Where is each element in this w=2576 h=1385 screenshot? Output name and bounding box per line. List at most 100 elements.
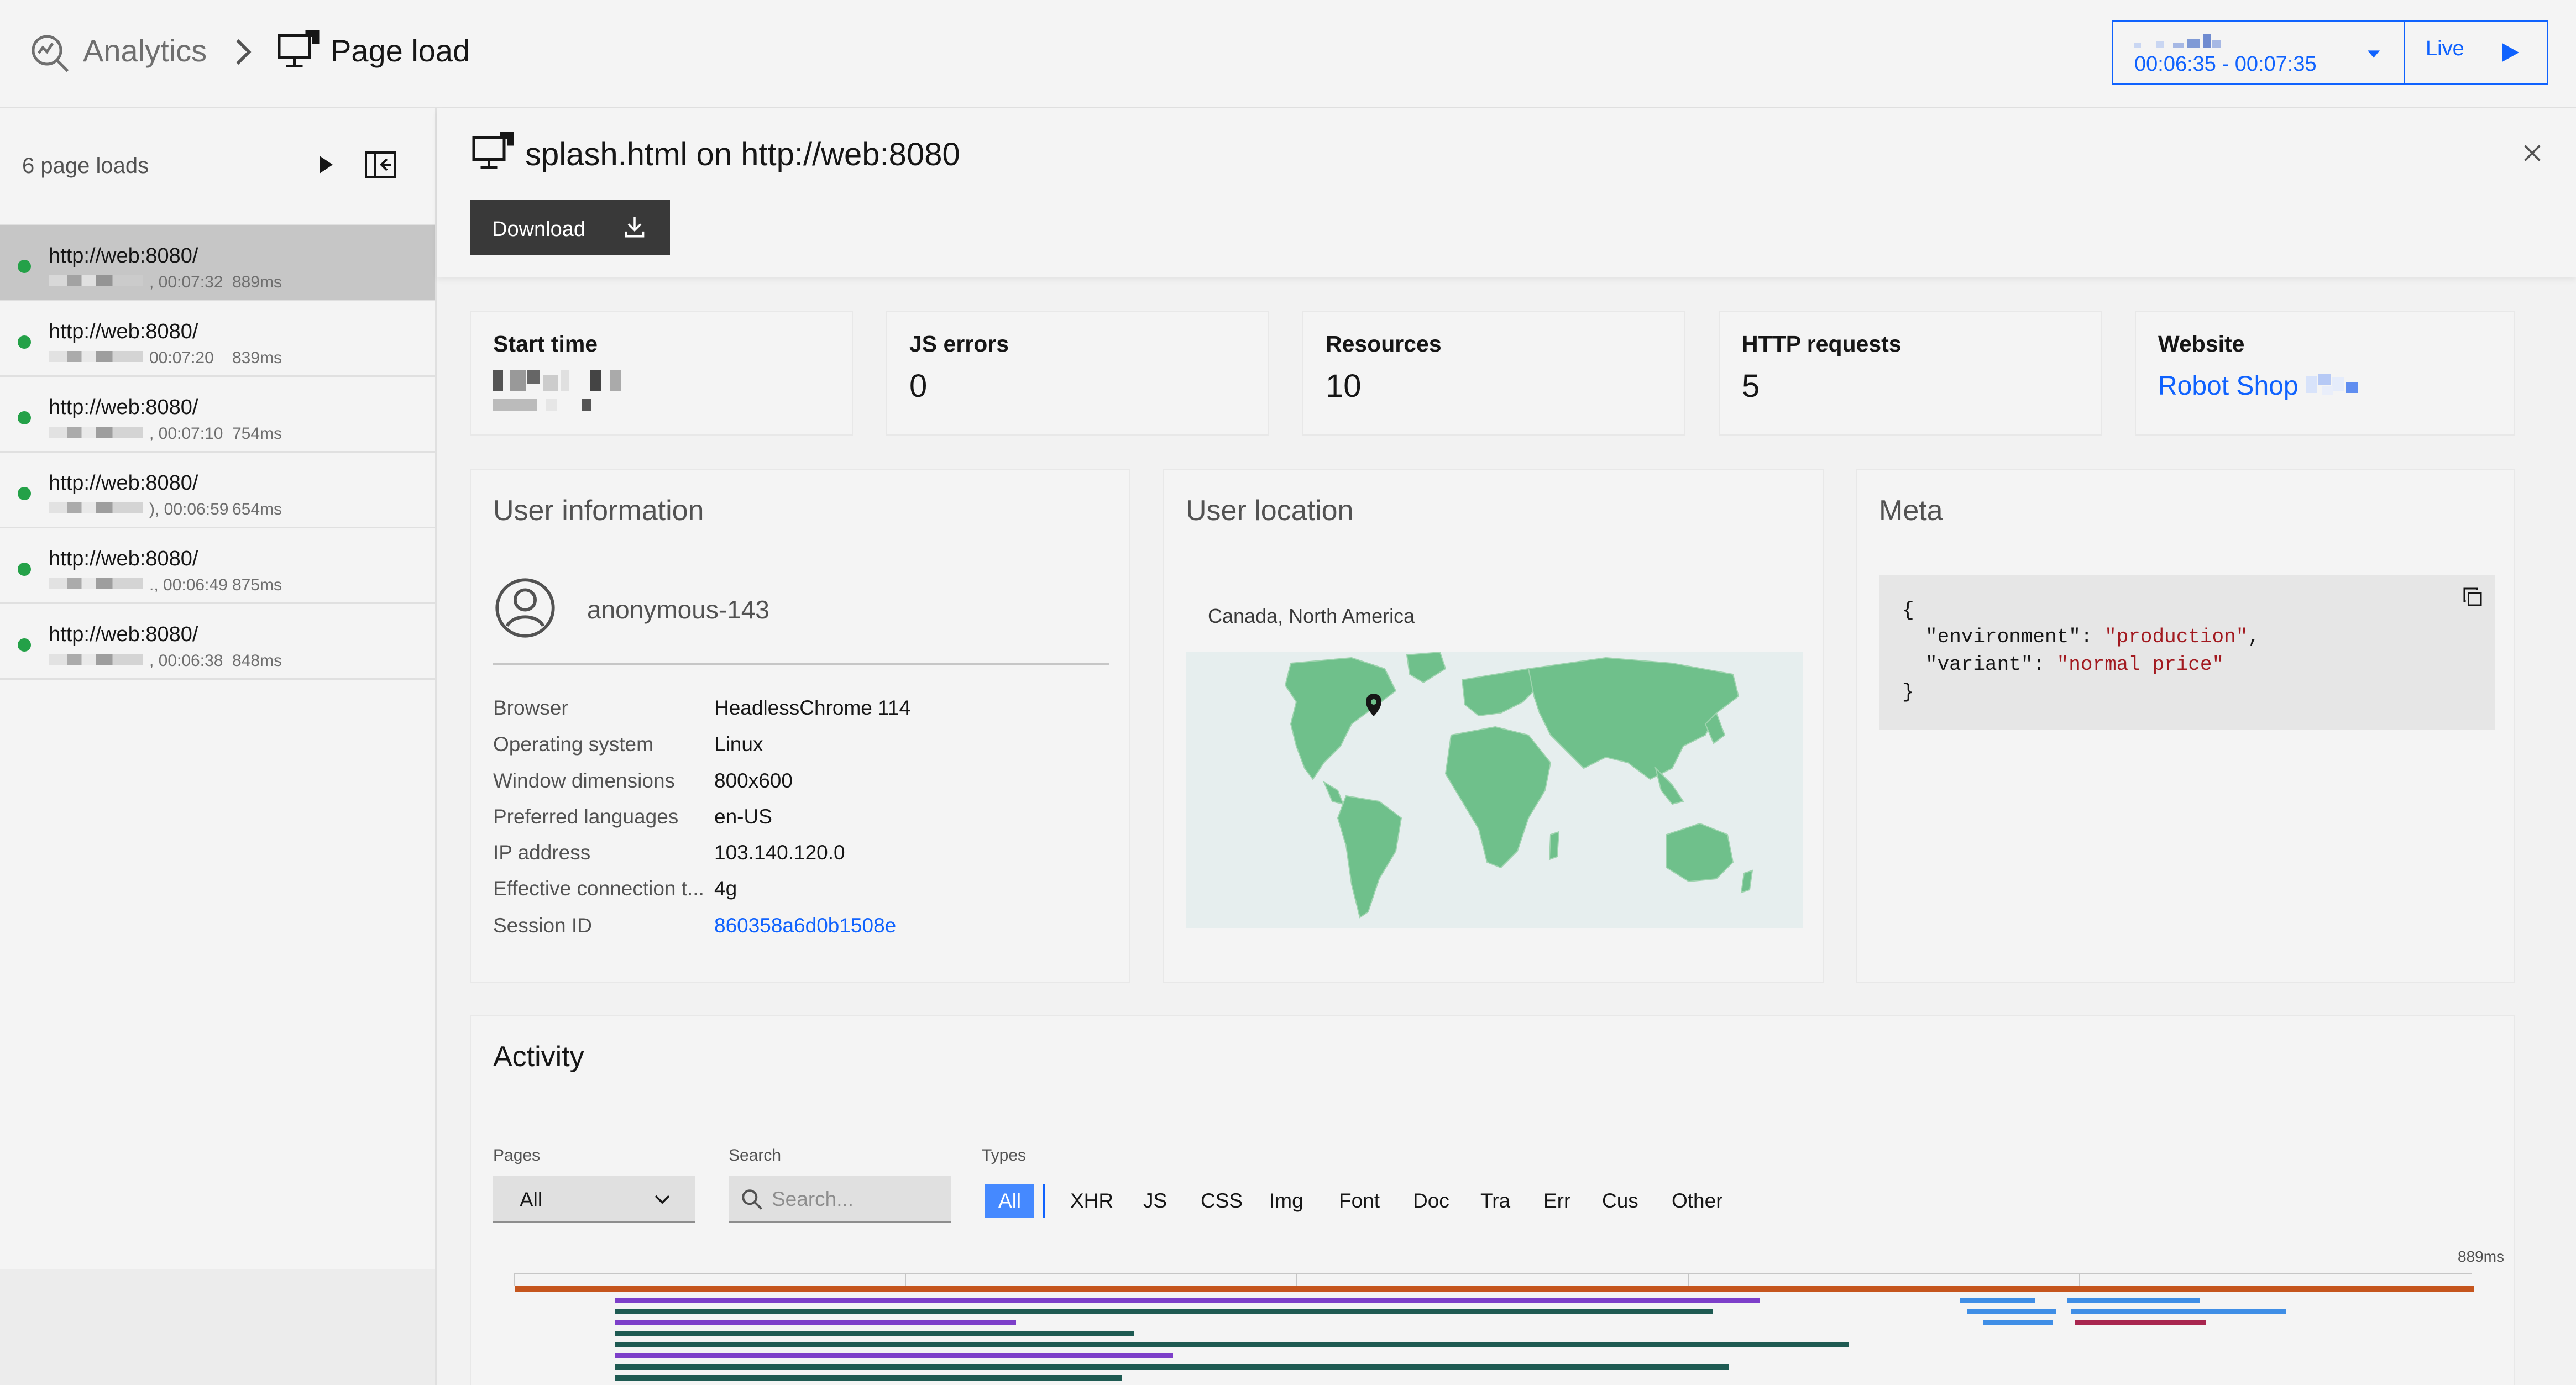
play-icon[interactable] xyxy=(2500,43,2519,65)
redacted-date xyxy=(49,502,143,513)
meta-panel: Meta { "environment": "production", "var… xyxy=(1856,469,2515,983)
live-button[interactable]: Live xyxy=(2426,37,2464,60)
page-load-item[interactable]: http://web:8080/ , 00:06:38 848ms xyxy=(0,604,435,680)
panel-title: User location xyxy=(1186,495,1354,527)
panel-title: User information xyxy=(493,495,704,527)
session-id-link[interactable]: 860358a6d0b1508e xyxy=(714,914,897,937)
stat-js-errors: JS errors 0 xyxy=(886,311,1269,436)
page-load-time: ), 00:06:59 xyxy=(149,500,229,518)
search-label: Search xyxy=(729,1146,782,1164)
stat-label: Website xyxy=(2158,331,2245,356)
pages-dropdown-value: All xyxy=(520,1188,543,1211)
page-load-url: http://web:8080/ xyxy=(49,471,198,495)
type-filter-other[interactable]: Other xyxy=(1672,1189,1723,1212)
type-filter-img[interactable]: Img xyxy=(1269,1189,1303,1212)
search-field[interactable] xyxy=(729,1176,951,1223)
code-line: "variant": "normal price" xyxy=(1925,653,2224,676)
page-load-time: , 00:06:38 xyxy=(149,652,223,670)
website-link[interactable]: Robot Shop xyxy=(2158,371,2298,401)
page-load-url: http://web:8080/ xyxy=(49,244,198,267)
page-load-url: http://web:8080/ xyxy=(49,320,198,343)
time-range-picker[interactable]: 00:06:35 - 00:07:35 Live xyxy=(2112,20,2548,85)
stat-resources: Resources 10 xyxy=(1302,311,1685,436)
type-filter-all[interactable]: All xyxy=(985,1184,1035,1218)
time-range-label: 00:06:35 - 00:07:35 xyxy=(2134,53,2317,76)
meta-sep: : xyxy=(2033,653,2057,676)
redacted-start-time xyxy=(493,370,626,415)
type-filter-err[interactable]: Err xyxy=(1543,1189,1571,1212)
meta-key: "variant" xyxy=(1925,653,2033,676)
page-load-duration: 754ms xyxy=(232,424,282,443)
page-load-count: 6 page loads xyxy=(22,154,149,178)
type-filter-font[interactable]: Font xyxy=(1339,1189,1380,1212)
chevron-right-icon xyxy=(232,36,254,70)
pages-dropdown[interactable]: All xyxy=(493,1176,695,1223)
type-filter-cus[interactable]: Cus xyxy=(1602,1189,1638,1212)
download-button[interactable]: Download xyxy=(470,200,670,255)
timeline-bar xyxy=(615,1342,1849,1347)
type-filter-js[interactable]: JS xyxy=(1143,1189,1167,1212)
pages-label: Pages xyxy=(493,1146,541,1164)
page-load-url: http://web:8080/ xyxy=(49,396,198,419)
meta-value: "production" xyxy=(2104,626,2248,648)
panel-title: Meta xyxy=(1879,495,1943,527)
status-dot xyxy=(18,411,31,424)
stat-label: Start time xyxy=(493,331,598,356)
page-load-duration: 875ms xyxy=(232,576,282,594)
sidebar-footer xyxy=(0,1269,435,1385)
code-open-brace: { xyxy=(1902,599,1914,622)
timeline-bar-xhr xyxy=(1967,1309,2056,1314)
timeline-bar-err xyxy=(2075,1320,2206,1325)
info-value: 103.140.120.0 xyxy=(714,841,845,864)
page-load-duration: 839ms xyxy=(232,349,282,367)
panel-title: Activity xyxy=(493,1041,584,1073)
user-information-panel: User information anonymous-143 Browser H… xyxy=(470,469,1130,983)
redacted-date xyxy=(49,578,143,589)
type-filter-tra[interactable]: Tra xyxy=(1480,1189,1511,1212)
info-label: Session ID xyxy=(493,914,592,937)
stat-start-time: Start time xyxy=(470,311,853,436)
stat-value: 5 xyxy=(1742,368,1760,404)
page-load-item[interactable]: http://web:8080/ ), 00:06:59 654ms xyxy=(0,453,435,528)
info-label: Browser xyxy=(493,696,568,719)
page-load-item[interactable]: http://web:8080/ 00:07:20 839ms xyxy=(0,301,435,377)
stat-label: JS errors xyxy=(909,331,1009,356)
type-filter-xhr[interactable]: XHR xyxy=(1070,1189,1114,1212)
world-map[interactable] xyxy=(1186,651,1803,928)
page-load-url: http://web:8080/ xyxy=(49,623,198,646)
breadcrumb-analytics[interactable]: Analytics xyxy=(83,33,207,68)
stat-label: HTTP requests xyxy=(1742,331,1902,356)
detail-header: splash.html on http://web:8080 Download xyxy=(437,108,2576,277)
info-label: Effective connection t... xyxy=(493,877,704,900)
type-filter-doc[interactable]: Doc xyxy=(1413,1189,1449,1212)
expand-play-icon[interactable] xyxy=(318,156,333,176)
page-load-item[interactable]: http://web:8080/ , 00:07:10 754ms xyxy=(0,377,435,453)
search-input[interactable] xyxy=(772,1184,943,1215)
page-load-sidebar: 6 page loads http://web:8080/ , 00:07:32… xyxy=(0,108,437,1385)
page-load-item[interactable]: http://web:8080/ ., 00:06:49 875ms xyxy=(0,528,435,604)
status-dot xyxy=(18,638,31,652)
collapse-panel-icon[interactable] xyxy=(365,151,396,181)
meta-key: "environment" xyxy=(1925,626,2081,648)
meta-trail: , xyxy=(2248,626,2260,648)
close-icon[interactable] xyxy=(2523,144,2542,165)
sidebar-header: 6 page loads xyxy=(0,108,435,225)
meta-json-block: { "environment": "production", "variant"… xyxy=(1879,575,2495,730)
timeline-bar xyxy=(615,1375,1122,1381)
copy-icon[interactable] xyxy=(2462,586,2484,614)
timeline-bar xyxy=(615,1353,1173,1358)
timeline-bar xyxy=(615,1320,1016,1325)
detail-title: splash.html on http://web:8080 xyxy=(525,137,960,172)
picker-divider xyxy=(2404,22,2405,83)
page-load-time: , 00:07:10 xyxy=(149,424,223,443)
page-load-item[interactable]: http://web:8080/ , 00:07:32 889ms xyxy=(0,225,435,301)
stat-http-requests: HTTP requests 5 xyxy=(1719,311,2102,436)
code-line: "environment": "production", xyxy=(1925,626,2260,648)
redacted-website-suffix xyxy=(2306,372,2367,402)
breadcrumb-page-load: Page load xyxy=(331,33,470,68)
info-value: HeadlessChrome 114 xyxy=(714,696,911,719)
user-avatar-icon xyxy=(493,576,557,643)
type-filter-css[interactable]: CSS xyxy=(1201,1189,1243,1212)
timeline-bar xyxy=(615,1309,1713,1314)
caret-down-icon[interactable] xyxy=(2368,50,2380,61)
